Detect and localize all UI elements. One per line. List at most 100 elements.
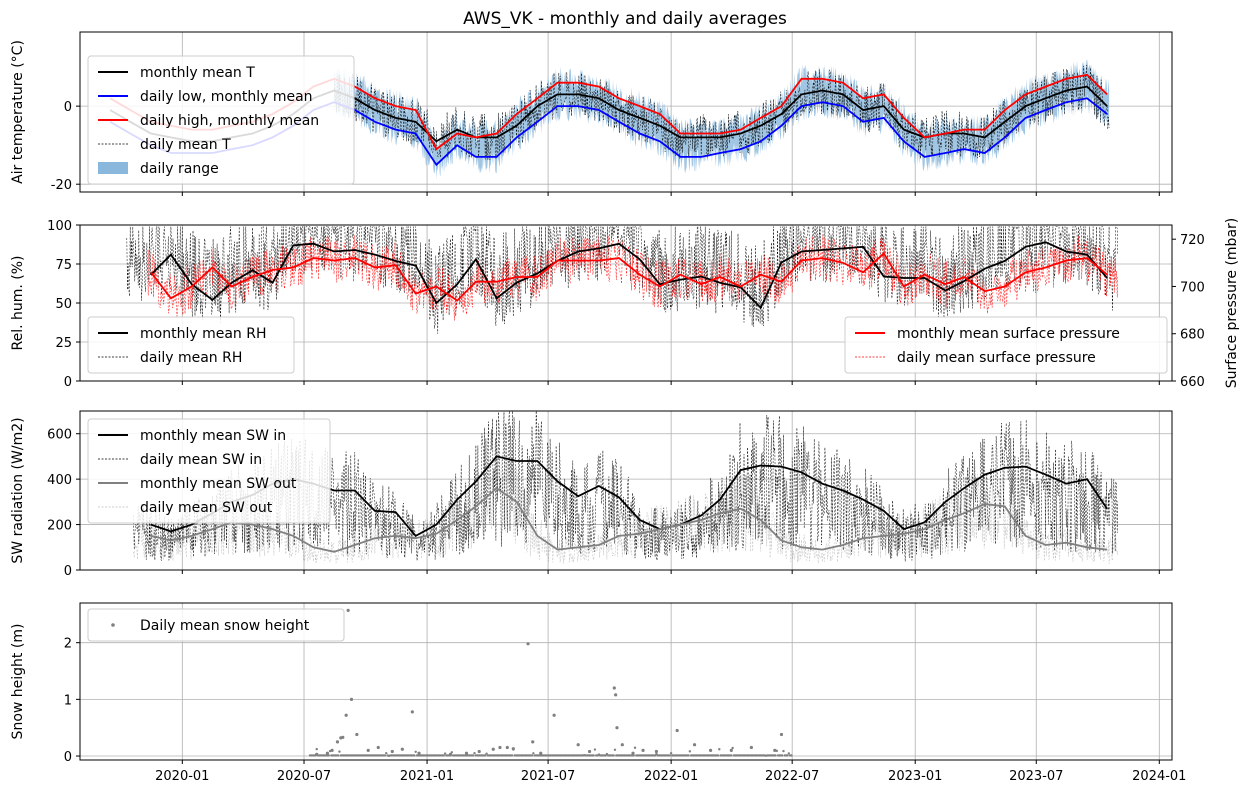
y-tick-label: 600: [47, 428, 72, 443]
snow-height-point: [576, 743, 580, 747]
x-tick-label: 2021-07: [521, 769, 575, 784]
snow-height-point: [675, 728, 679, 733]
snow-height-point: [774, 754, 777, 757]
legend-swatch: [111, 623, 115, 627]
legend-label: monthly mean surface pressure: [897, 326, 1120, 342]
y-tick-label: 75: [55, 258, 72, 273]
snow-height-point: [383, 754, 387, 757]
snow-height-point: [615, 726, 619, 730]
snow-height-point: [782, 749, 785, 753]
legend-box: [87, 418, 331, 524]
y-tick-label: 2: [64, 637, 72, 652]
y-tick-label: 0: [64, 564, 72, 579]
snow-height-point: [612, 754, 615, 757]
snow-height-point: [641, 748, 645, 752]
snow-height-point: [532, 752, 535, 755]
legend-box: [844, 316, 1168, 374]
legend: monthly mean T daily low, monthly mean dai…: [87, 55, 355, 185]
snow-height-point: [708, 748, 713, 752]
series-line-monthly-mean-SW-out: [150, 487, 1108, 553]
snow-height-point: [539, 751, 543, 755]
snow-height-point: [632, 754, 635, 757]
snow-height-point: [668, 754, 672, 757]
legend-label: daily mean surface pressure: [897, 350, 1096, 366]
snow-height-point: [526, 642, 530, 646]
snow-height-point: [786, 754, 789, 757]
legend-box: [87, 608, 345, 642]
daily-mean-t-line: [333, 64, 1110, 160]
snow-height-point: [413, 754, 416, 757]
snow-height-point: [472, 754, 475, 757]
snow-height-point: [325, 751, 330, 755]
legend-label: daily low, monthly mean: [140, 89, 313, 105]
snow-height-point: [587, 749, 592, 754]
snow-height-point: [688, 750, 692, 753]
snow-height-point: [344, 713, 348, 717]
snow-height-point: [315, 752, 319, 756]
snow-height-point: [669, 751, 673, 755]
snow-height-point: [530, 754, 534, 757]
snow-height-point: [613, 748, 617, 751]
y-right-tick-label: 660: [1180, 375, 1205, 390]
y-tick-label: 200: [47, 519, 72, 534]
x-tick-label: 2020-07: [277, 769, 331, 784]
legend-swatch: [98, 162, 128, 174]
snow-height-point: [787, 752, 791, 755]
y-axis-label-right: Surface pressure (mbar): [1224, 218, 1240, 389]
snow-height-point: [614, 693, 618, 697]
snow-height-point: [491, 747, 495, 751]
snow-height-point: [464, 751, 469, 755]
snow-height-point: [330, 748, 334, 752]
legend-label: daily mean T: [140, 137, 231, 153]
plot-area: [308, 608, 793, 758]
snow-height-point: [620, 743, 624, 747]
snow-height-point: [442, 754, 445, 757]
y-axis-label: Rel. hum. (%): [10, 255, 26, 350]
x-tick-label: 2023-01: [888, 769, 942, 784]
y-tick-label: 0: [64, 375, 72, 390]
snow-height-point: [376, 745, 380, 750]
daily-mean-sw-in-line: [133, 411, 1119, 562]
chart-title: AWS_VK - monthly and daily averages: [463, 9, 787, 29]
y-tick-label: 1: [64, 693, 72, 708]
x-tick-label: 2023-07: [1009, 769, 1063, 784]
legend-label: daily mean SW in: [140, 452, 262, 468]
legend-box: [87, 316, 295, 374]
snow-height-point: [477, 749, 481, 754]
snow-height-point: [531, 740, 535, 744]
legend-label: Daily mean snow height: [140, 618, 310, 634]
legend-label: daily mean RH: [140, 350, 242, 366]
snow-height-point: [448, 752, 453, 756]
snow-height-point: [790, 754, 793, 757]
y-axis-label: Snow height (m): [10, 624, 26, 740]
daily-range-band: [334, 59, 1110, 180]
snow-height-point: [511, 747, 515, 751]
panel-1: -20 0 Air temperature (°C) monthly mean T da…: [10, 31, 1173, 196]
snow-height-point: [730, 754, 733, 757]
x-tick-label: 2021-01: [400, 769, 454, 784]
snow-height-point: [485, 752, 488, 755]
x-tick-label: 2022-07: [765, 769, 819, 784]
y-axis-label: SW radiation (W/m2): [10, 417, 26, 563]
legend-label: monthly mean SW out: [140, 476, 297, 492]
y-tick-label: 50: [55, 297, 72, 312]
snow-height-point: [593, 748, 597, 751]
snow-height-point: [443, 752, 447, 755]
snow-height-point: [773, 748, 777, 752]
plot-area: [126, 225, 1119, 334]
x-tick-label: 2020-01: [155, 769, 209, 784]
snow-height-point: [410, 710, 414, 714]
snow-height-point: [552, 713, 556, 717]
snow-height-point: [473, 751, 476, 755]
axes-frame: [79, 31, 1173, 193]
legend-label: monthly mean SW in: [140, 428, 286, 444]
snow-height-point: [731, 746, 734, 750]
snow-height-point: [338, 750, 341, 753]
grid: [80, 603, 1172, 760]
legend-label: daily range: [140, 161, 219, 177]
snow-height-point: [716, 754, 720, 757]
snow-height-point: [498, 745, 502, 750]
panel-3: 0 200 400 600 SW radiation (W/m2) monthly mea…: [10, 410, 1173, 579]
snow-height-point: [729, 748, 733, 752]
snow-height-point: [612, 686, 616, 690]
